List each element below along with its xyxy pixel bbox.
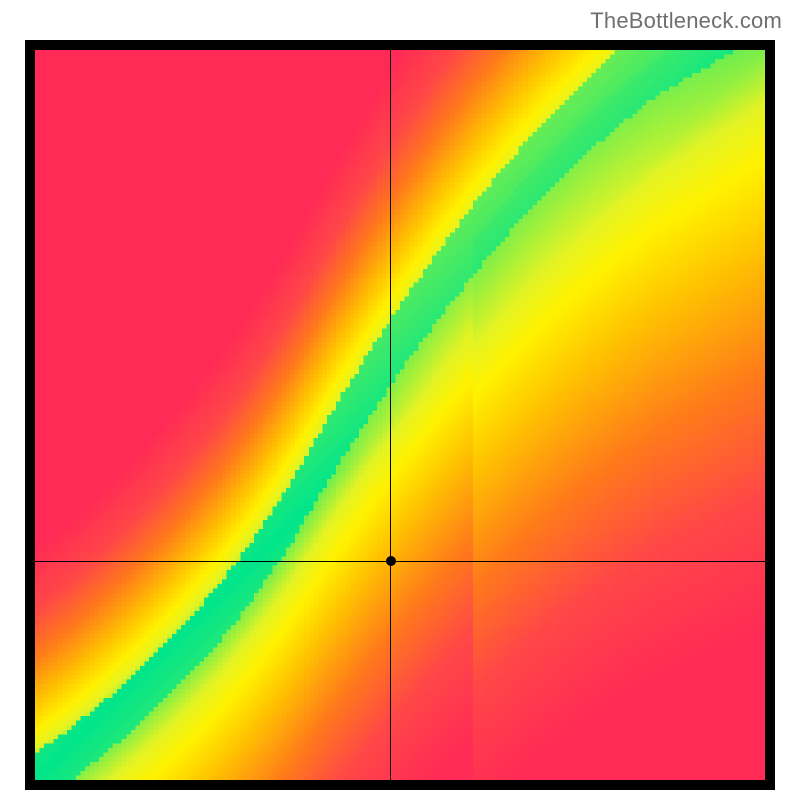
heatmap-canvas <box>35 50 765 780</box>
crosshair-vertical <box>390 50 391 780</box>
crosshair-horizontal <box>35 561 765 562</box>
focus-marker <box>386 556 396 566</box>
watermark-text: TheBottleneck.com <box>590 8 782 34</box>
chart-container: TheBottleneck.com <box>0 0 800 800</box>
